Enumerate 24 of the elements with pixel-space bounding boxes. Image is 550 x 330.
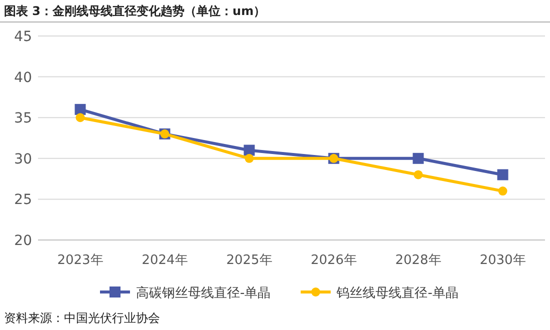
point [74,104,86,115]
y-tick-label: 25 [14,192,32,208]
point [498,186,508,196]
y-tick-label: 35 [14,110,32,127]
x-tick-label: 2023年 [57,253,104,268]
y-tick-label: 30 [14,151,32,168]
point [497,169,508,180]
x-tick-label: 2024年 [142,253,188,268]
point [414,170,423,180]
chart-title: 图表 3：金刚线母线直径变化趋势（单位：um） [4,4,266,18]
x-tick-label: 2025年 [226,253,272,268]
y-tick-label: 40 [14,70,32,86]
x-tick-label: 2026年 [310,253,357,268]
point [76,113,85,122]
y-tick-label: 45 [14,29,32,45]
x-tick-label: 2030年 [480,253,526,268]
legend-label: 钨丝线母线直径-单晶 [336,286,458,301]
point [244,154,254,163]
legend-label: 高碳钢丝母线直径-单晶 [136,285,271,301]
point [412,152,424,164]
y-tick-label: 20 [14,233,32,249]
x-tick-label: 2028年 [395,253,442,268]
point [244,144,255,156]
text: 资料来源：中国光伏行业协会 [4,311,160,325]
